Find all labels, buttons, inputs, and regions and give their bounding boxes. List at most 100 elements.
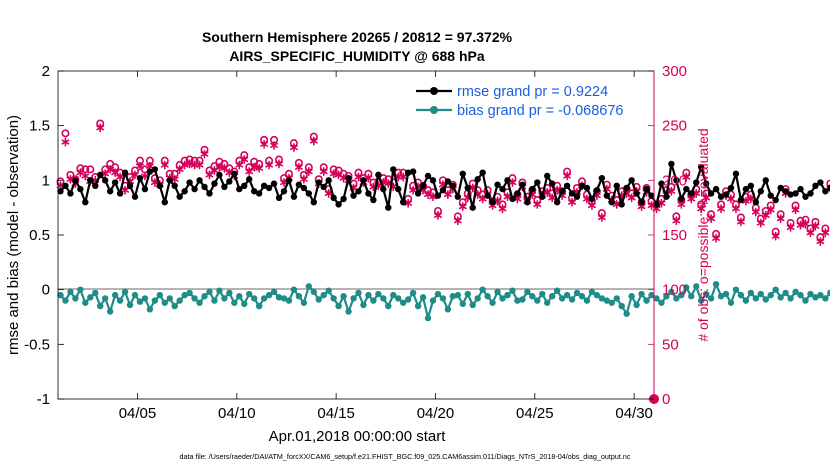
- rmse-point: [280, 188, 288, 195]
- bias-point: [489, 299, 496, 306]
- bias-point: [757, 290, 764, 298]
- star-stroke: [587, 202, 596, 209]
- rmse-point: [211, 180, 218, 187]
- rmse-point: [499, 185, 506, 193]
- rmse-point: [484, 192, 491, 199]
- rmse-point: [658, 180, 665, 187]
- rmse-point: [136, 174, 144, 182]
- bias-point: [260, 295, 268, 302]
- obs-evaluated-marker: [732, 204, 740, 214]
- bias-point: [628, 293, 635, 300]
- rmse-point: [320, 183, 327, 191]
- rmse-point: [638, 199, 645, 206]
- legend-rmse-label: rmse grand pr = 0.9224: [457, 84, 608, 100]
- obs-evaluated-marker: [111, 168, 120, 178]
- rmse-point: [295, 181, 303, 188]
- obs-evaluated-marker: [717, 204, 725, 214]
- bias-point: [320, 291, 327, 299]
- rmse-point: [568, 190, 576, 197]
- bias-point: [792, 288, 799, 296]
- rmse-point: [226, 178, 233, 185]
- bias-point: [265, 291, 273, 299]
- bias-point: [568, 296, 576, 303]
- star-stroke: [200, 151, 209, 157]
- bias-point: [409, 289, 417, 297]
- rmse-point: [613, 182, 620, 189]
- rmse-point: [509, 195, 516, 203]
- bias-point: [747, 289, 755, 297]
- bias-point: [678, 291, 685, 299]
- bias-point: [87, 294, 94, 301]
- rmse-point: [673, 177, 680, 184]
- rmse-point: [360, 177, 367, 184]
- bias-point: [499, 295, 506, 302]
- bias-point: [519, 296, 526, 303]
- obs-evaluated-marker: [776, 214, 785, 223]
- rmse-point: [548, 180, 556, 187]
- rmse-point: [693, 179, 700, 186]
- obs-evaluated-marker: [434, 210, 442, 220]
- star-stroke: [776, 216, 785, 222]
- bias-point: [563, 291, 571, 299]
- rmse-point: [494, 181, 501, 188]
- obs-evaluated-marker: [791, 205, 800, 215]
- star-stroke: [533, 201, 542, 207]
- star-stroke: [717, 206, 725, 212]
- rmse-point: [305, 190, 313, 197]
- y-right-tick-label: 150: [662, 227, 687, 244]
- bias-point: [181, 291, 188, 299]
- obs-evaluated-marker: [299, 174, 308, 184]
- star-stroke: [434, 212, 442, 218]
- bias-point: [603, 297, 611, 304]
- obs-evaluated-marker: [96, 123, 105, 133]
- obs-evaluated-marker: [727, 194, 735, 204]
- bias-point: [474, 295, 481, 302]
- bias-point: [673, 295, 680, 302]
- star-stroke: [732, 206, 740, 212]
- chart-title-line-2: AIRS_SPECIFIC_HUMIDITY @ 688 hPa: [229, 48, 485, 64]
- rmse-point: [772, 196, 779, 204]
- obs-evaluated-marker: [816, 237, 825, 246]
- star-stroke: [702, 195, 711, 201]
- star-stroke: [761, 212, 770, 218]
- rmse-point: [822, 188, 829, 195]
- bias-point: [216, 287, 223, 294]
- rmse-point: [414, 190, 422, 197]
- rmse-point: [539, 193, 546, 200]
- x-tick-label: 04/25: [516, 405, 554, 422]
- rmse-point: [87, 177, 94, 184]
- rmse-point: [524, 199, 531, 206]
- star-stroke: [563, 173, 572, 179]
- obs-evaluated-marker: [324, 189, 333, 198]
- star-stroke: [255, 165, 264, 171]
- star-stroke: [568, 199, 576, 205]
- bias-point: [702, 290, 710, 298]
- rmse-point: [221, 183, 228, 191]
- rmse-point: [643, 185, 650, 193]
- bias-series: [57, 281, 830, 322]
- obs-evaluated-marker: [543, 187, 552, 197]
- obs-evaluated-marker: [786, 222, 795, 232]
- star-stroke: [712, 235, 721, 241]
- rmse-point: [439, 186, 447, 194]
- rmse-point: [260, 182, 268, 189]
- bias-point: [206, 288, 213, 296]
- rmse-point: [558, 188, 566, 195]
- rmse-point: [752, 199, 760, 206]
- obs-evaluated-marker: [548, 193, 557, 203]
- bias-point: [648, 291, 655, 299]
- x-tick-label: 04/20: [417, 405, 455, 422]
- rmse-series: [57, 160, 830, 211]
- bias-point: [151, 297, 159, 304]
- star-stroke: [289, 144, 298, 151]
- bias-point: [688, 293, 695, 300]
- star-stroke: [821, 230, 830, 236]
- bias-point: [67, 288, 74, 296]
- star-stroke: [682, 174, 691, 180]
- rmse-point: [181, 188, 188, 195]
- rmse-point: [668, 160, 675, 168]
- obs-evaluated-marker: [294, 162, 303, 172]
- star-stroke: [175, 166, 184, 172]
- bias-point: [226, 289, 233, 297]
- rmse-point: [653, 201, 660, 208]
